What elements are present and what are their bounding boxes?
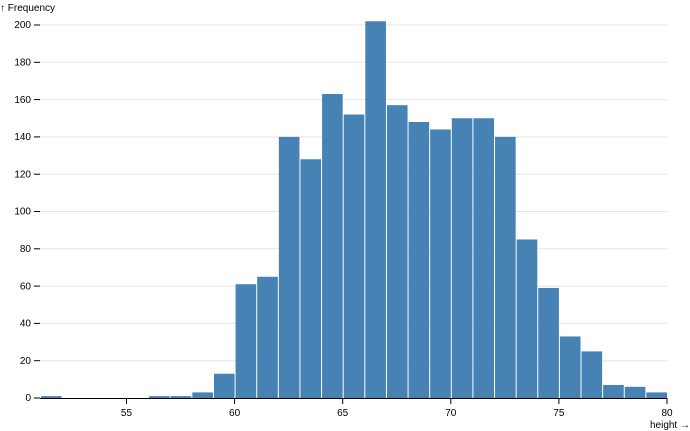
y-tick-label: 120	[14, 169, 31, 180]
x-tick-label: 65	[337, 408, 349, 419]
x-tick-label: 70	[445, 408, 457, 419]
y-tick-label: 140	[14, 132, 31, 143]
histogram-bar	[408, 121, 430, 398]
histogram-bar	[430, 129, 451, 398]
histogram-bar	[559, 336, 581, 398]
histogram-bar	[278, 136, 300, 398]
histogram-bar	[300, 159, 322, 398]
histogram-bar	[624, 386, 646, 398]
y-axis-title: ↑ Frequency	[0, 3, 55, 14]
histogram-bar	[495, 136, 516, 398]
histogram-bar	[235, 284, 257, 398]
y-tick-label: 180	[14, 58, 31, 69]
x-tick-label: 75	[553, 408, 565, 419]
histogram-bar	[386, 105, 408, 398]
histogram-bar	[41, 396, 62, 398]
x-axis: 55 60 65 70 75 80	[40, 398, 673, 419]
histogram-bar	[322, 94, 343, 398]
x-tick-label: 80	[661, 408, 673, 419]
x-axis-title: height →	[650, 420, 690, 431]
histogram-bar	[516, 239, 538, 398]
histogram-bar	[646, 392, 667, 398]
y-tick-label: 40	[20, 319, 32, 330]
histogram-bar	[365, 21, 386, 399]
histogram-bar	[192, 392, 213, 398]
histogram-bar	[257, 276, 278, 398]
x-tick-label: 60	[229, 408, 241, 419]
x-tick-label: 55	[121, 408, 133, 419]
histogram-bar	[343, 114, 365, 399]
y-tick-label: 160	[14, 95, 31, 106]
y-tick-label: 100	[14, 207, 31, 218]
histogram-bar	[170, 396, 192, 398]
y-tick-label: 200	[14, 20, 31, 31]
y-tick-label: 20	[20, 356, 32, 367]
y-tick-label: 0	[25, 393, 31, 404]
histogram-bars	[41, 21, 667, 399]
y-axis: 0 20 40 60 80 100 120 140 160 180 200	[14, 20, 40, 404]
y-tick-label: 80	[20, 244, 32, 255]
histogram-bar	[603, 384, 624, 398]
histogram-bar	[213, 373, 235, 398]
histogram-bar	[149, 396, 170, 398]
y-tick-label: 60	[20, 281, 32, 292]
histogram-bar	[451, 118, 473, 398]
histogram-bar	[581, 351, 603, 398]
histogram-bar	[538, 287, 559, 398]
histogram-bar	[473, 118, 495, 398]
